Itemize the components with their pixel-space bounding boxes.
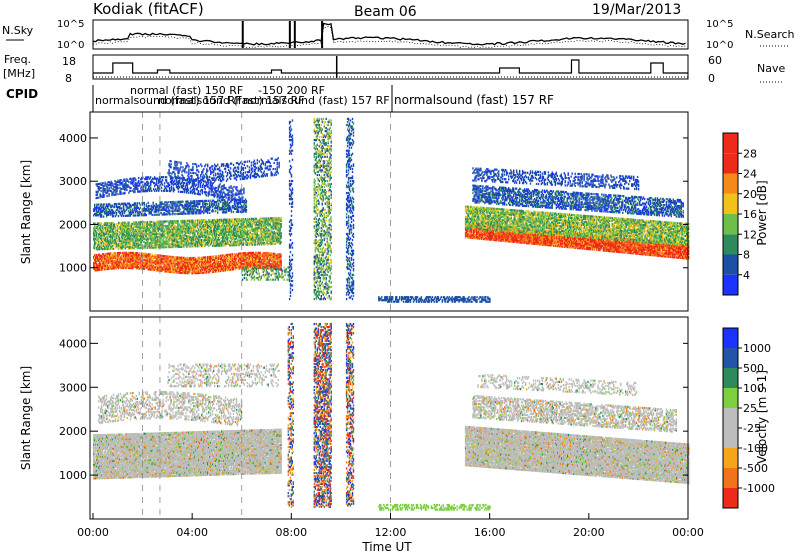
noise-spike xyxy=(321,21,323,48)
frequency-panel-frame xyxy=(93,55,688,79)
frequency-trace xyxy=(93,60,688,73)
frequency-label: Freq. xyxy=(4,53,31,66)
noise-search-label: N.Search xyxy=(745,28,795,41)
frequency-panel: Freq. [MHz] 18 8 60 0 Nave xyxy=(3,53,785,85)
noise-panel-frame xyxy=(93,20,688,49)
nave-label: Nave xyxy=(757,62,785,75)
noise-spike xyxy=(294,21,296,48)
power-cell xyxy=(115,252,116,254)
frequency-spike xyxy=(336,56,338,78)
cpid-panel: CPID normalsound (fast) 157 RF normalsou… xyxy=(6,84,554,112)
frequency-tick-top: 18 xyxy=(62,55,76,68)
noise-left-tick-bottom: 10^0 xyxy=(57,40,84,51)
nave-tick-top: 60 xyxy=(708,54,722,67)
power-cell xyxy=(139,252,140,254)
noise-spike xyxy=(289,21,291,48)
noise-search-trace xyxy=(93,26,686,48)
beam-title: Beam 06 xyxy=(354,4,417,20)
rti-plot-svg: Kodiak (fitACF) Beam 06 19/Mar/2013 N.Sk… xyxy=(0,0,800,554)
cpid-segment-3: normal (fast) 150 RF xyxy=(130,84,243,97)
frequency-tick-bottom: 8 xyxy=(65,72,72,85)
frequency-unit: [MHz] xyxy=(3,67,35,80)
power-cells-layer xyxy=(93,112,689,311)
rti-plot-page: Kodiak (fitACF) Beam 06 19/Mar/2013 N.Sk… xyxy=(0,0,800,554)
cpid-segment-5: -150 200 RF xyxy=(258,84,325,97)
noise-sky-trace xyxy=(93,24,686,45)
noise-right-tick-top: 10^5 xyxy=(706,19,733,30)
power-cell xyxy=(150,253,151,255)
noise-left-tick-top: 10^5 xyxy=(57,19,84,30)
nave-tick-bottom: 0 xyxy=(708,72,715,85)
noise-sky-label: N.Sky xyxy=(2,24,34,37)
noise-right-tick-bottom: 10^0 xyxy=(706,40,733,51)
noise-panel: N.Sky 10^5 10^0 10^5 10^0 N.Search xyxy=(2,19,795,51)
date-title: 19/Mar/2013 xyxy=(592,2,681,18)
cpid-segment-6: normalsound (fast) 157 RF xyxy=(394,93,554,107)
power-cell xyxy=(205,256,206,258)
cpid-label: CPID xyxy=(6,87,38,101)
power-cell xyxy=(120,252,121,254)
noise-spike xyxy=(242,21,244,48)
station-title: Kodiak (fitACF) xyxy=(93,0,204,18)
